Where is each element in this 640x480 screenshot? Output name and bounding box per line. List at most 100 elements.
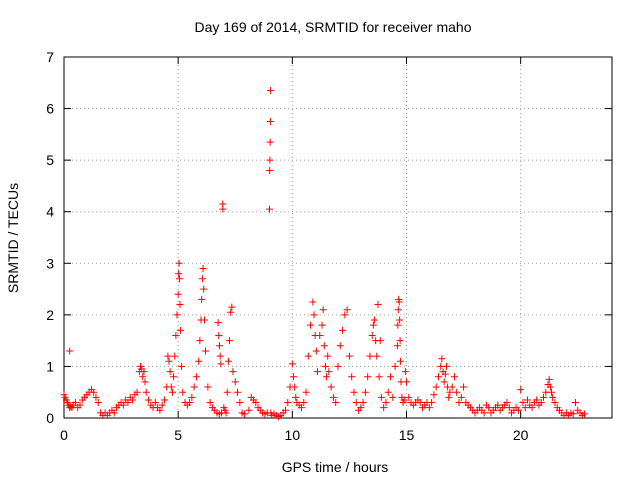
data-point xyxy=(195,357,203,365)
data-point xyxy=(170,373,178,381)
data-point xyxy=(371,316,379,324)
data-point xyxy=(176,301,184,309)
data-point xyxy=(514,406,522,414)
data-point xyxy=(310,311,318,319)
data-point xyxy=(252,399,260,407)
data-point xyxy=(434,373,442,381)
x-tick-label: 5 xyxy=(174,427,182,443)
data-point xyxy=(66,347,74,355)
y-tick-label: 5 xyxy=(46,152,54,168)
data-point xyxy=(166,368,174,376)
data-point xyxy=(446,388,454,396)
data-point xyxy=(172,331,180,339)
data-point xyxy=(266,138,274,146)
data-point xyxy=(361,388,369,396)
data-point xyxy=(119,401,127,409)
data-point xyxy=(517,386,525,394)
data-point xyxy=(94,399,102,407)
data-point xyxy=(537,399,545,407)
data-point xyxy=(460,383,468,391)
data-point xyxy=(441,370,449,378)
data-point xyxy=(480,409,488,417)
data-point xyxy=(416,399,424,407)
data-point xyxy=(240,410,248,418)
data-point xyxy=(179,388,187,396)
y-tick-label: 2 xyxy=(46,307,54,323)
x-axis-label: GPS time / hours xyxy=(282,459,389,475)
data-point xyxy=(359,399,367,407)
x-tick-label: 20 xyxy=(513,427,529,443)
data-point xyxy=(202,347,210,355)
grid-layer xyxy=(64,57,612,418)
data-point xyxy=(133,388,141,396)
data-point xyxy=(382,399,390,407)
data-point xyxy=(320,342,328,350)
data-point xyxy=(524,396,532,404)
data-point xyxy=(569,410,577,418)
chart-title: Day 169 of 2014, SRMTID for receiver mah… xyxy=(194,19,471,35)
data-point xyxy=(341,311,349,319)
data-point xyxy=(196,337,204,345)
data-point xyxy=(92,393,100,401)
data-point xyxy=(400,396,408,404)
data-point xyxy=(339,326,347,334)
data-point xyxy=(318,321,326,329)
data-point xyxy=(396,337,404,345)
data-point xyxy=(222,409,230,417)
data-point xyxy=(545,375,553,383)
data-point xyxy=(581,410,589,418)
data-point xyxy=(176,326,184,334)
data-point xyxy=(442,362,450,370)
data-point xyxy=(229,368,237,376)
data-point xyxy=(245,406,253,414)
data-point xyxy=(549,393,557,401)
data-point xyxy=(175,259,183,267)
data-point xyxy=(234,388,242,396)
data-point xyxy=(178,362,186,370)
data-point xyxy=(440,378,448,386)
data-point xyxy=(156,406,164,414)
data-point xyxy=(430,391,438,399)
data-point xyxy=(373,352,381,360)
data-point xyxy=(374,301,382,309)
data-point xyxy=(448,383,456,391)
y-tick-label: 4 xyxy=(46,204,54,220)
data-point xyxy=(313,368,321,376)
data-point xyxy=(505,404,513,412)
data-point xyxy=(171,352,179,360)
data-point xyxy=(368,331,376,339)
data-point xyxy=(327,383,335,391)
data-point xyxy=(144,396,152,404)
data-point xyxy=(198,295,206,303)
data-point xyxy=(403,378,410,386)
data-point xyxy=(321,362,329,370)
data-point xyxy=(503,399,511,407)
data-point xyxy=(343,306,351,314)
data-point xyxy=(348,373,356,381)
data-point xyxy=(396,316,404,324)
data-point xyxy=(192,373,200,381)
data-point xyxy=(297,404,305,412)
data-point xyxy=(217,360,225,368)
data-point xyxy=(401,368,409,376)
y-tick-label: 1 xyxy=(46,358,54,374)
data-point xyxy=(215,342,223,350)
data-point xyxy=(546,383,554,391)
tick-layer: 0 1 2 3 4 5 6 7 0 5 10 15 20 xyxy=(46,49,612,443)
data-point xyxy=(188,393,196,401)
data-point xyxy=(384,388,392,396)
data-point xyxy=(302,388,310,396)
y-axis-label: SRMTID / TECUs xyxy=(5,183,21,293)
data-point xyxy=(323,373,331,381)
data-point xyxy=(199,264,207,272)
data-point xyxy=(397,357,405,365)
data-point xyxy=(176,275,184,283)
data-point xyxy=(376,337,384,345)
data-point xyxy=(266,117,274,125)
data-point xyxy=(186,399,194,407)
data-point xyxy=(387,373,395,381)
data-point xyxy=(124,399,132,407)
data-point xyxy=(198,275,206,283)
data-point xyxy=(432,383,440,391)
data-point xyxy=(453,388,461,396)
